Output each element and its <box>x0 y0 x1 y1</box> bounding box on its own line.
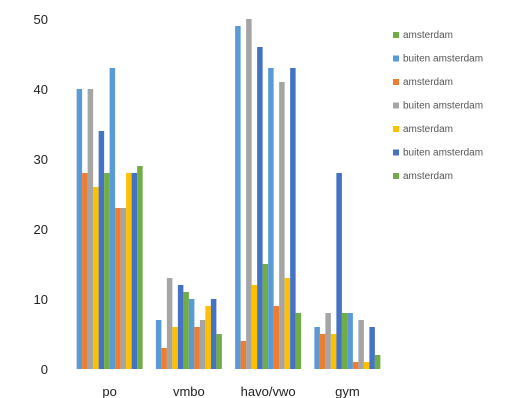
bars <box>76 19 381 369</box>
bar-vmbo-series-12 <box>216 334 222 369</box>
bar-po-series-11 <box>131 173 138 369</box>
legend-swatch <box>393 126 399 132</box>
y-tick-label: 10 <box>34 292 48 307</box>
x-axis: po vmbo havo/vwo gym <box>102 384 359 398</box>
bar-gym-series-3 <box>325 313 331 369</box>
bar-gym-series-11 <box>369 327 375 369</box>
bar-havo-vwo-series-4 <box>251 285 258 369</box>
legend-swatch <box>393 102 399 109</box>
bar-vmbo-series-9 <box>199 320 206 369</box>
bar-po-series-9 <box>120 208 127 369</box>
bar-vmbo-series-11 <box>210 299 217 369</box>
bar-gym-series-2 <box>319 334 326 369</box>
bar-havo-vwo-series-9 <box>279 82 285 369</box>
legend: amsterdam buiten amsterdam amsterdam buiten… <box>393 30 483 182</box>
bar-po-series-12 <box>137 166 143 369</box>
y-tick-label: 30 <box>34 152 48 167</box>
bar-po-series-7 <box>109 68 116 369</box>
bar-po-series-10 <box>126 173 132 369</box>
x-category-label: po <box>102 384 116 398</box>
bar-havo-vwo-series-3 <box>246 19 252 369</box>
legend-label: buiten amsterdam <box>403 54 483 65</box>
bar-po-series-8 <box>115 208 121 369</box>
bar-havo-vwo-series-6 <box>262 264 269 369</box>
bar-havo-vwo-series-1 <box>235 26 241 369</box>
bar-havo-vwo-series-2 <box>240 341 247 369</box>
bar-gym-series-8 <box>352 362 359 369</box>
bar-vmbo-series-2 <box>161 348 167 369</box>
bar-havo-vwo-series-7 <box>268 68 274 369</box>
bar-havo-vwo-series-10 <box>284 278 291 369</box>
bar-vmbo-series-6 <box>183 292 189 369</box>
bar-po-series-5 <box>98 131 105 369</box>
bar-vmbo-series-5 <box>177 285 184 369</box>
bar-vmbo-series-7 <box>188 299 195 369</box>
bar-gym-series-4 <box>330 334 337 369</box>
bar-po-series-2 <box>82 173 88 369</box>
bar-havo-vwo-series-12 <box>295 313 302 369</box>
legend-swatch <box>393 32 399 38</box>
bar-gym-series-6 <box>341 313 348 369</box>
bar-vmbo-series-8 <box>194 327 200 369</box>
bar-gym-series-10 <box>363 362 370 369</box>
bar-po-series-6 <box>104 173 110 369</box>
bar-havo-vwo-series-11 <box>290 68 296 369</box>
legend-label: amsterdam <box>403 77 453 88</box>
legend-label: amsterdam <box>403 30 453 41</box>
legend-swatch <box>393 55 399 62</box>
bar-gym-series-9 <box>358 320 364 369</box>
x-category-label: gym <box>335 384 360 398</box>
bar-vmbo-series-10 <box>205 306 211 369</box>
y-tick-label: 50 <box>34 12 48 27</box>
bar-havo-vwo-series-5 <box>257 47 263 369</box>
legend-label: buiten amsterdam <box>403 101 483 112</box>
legend-swatch <box>393 149 399 156</box>
legend-label: buiten amsterdam <box>403 148 483 159</box>
legend-swatch <box>393 173 399 179</box>
bar-gym-series-5 <box>336 173 342 369</box>
y-tick-label: 0 <box>41 362 48 377</box>
bar-gym-series-1 <box>314 327 320 369</box>
legend-label: amsterdam <box>403 124 453 135</box>
y-tick-label: 20 <box>34 222 48 237</box>
bar-gym-series-12 <box>374 355 381 369</box>
y-axis: 0 10 20 30 40 50 <box>34 12 48 377</box>
bar-gym-series-7 <box>347 313 353 369</box>
bar-vmbo-series-4 <box>172 327 178 369</box>
bar-havo-vwo-series-8 <box>273 306 280 369</box>
y-tick-label: 40 <box>34 82 48 97</box>
x-category-label: vmbo <box>173 384 205 398</box>
legend-label: amsterdam <box>403 171 453 182</box>
bar-vmbo-series-3 <box>166 278 173 369</box>
legend-swatch <box>393 79 399 85</box>
x-category-label: havo/vwo <box>241 384 296 398</box>
bar-po-series-1 <box>76 89 83 369</box>
bar-po-series-4 <box>93 187 99 369</box>
bar-vmbo-series-1 <box>155 320 162 369</box>
bar-po-series-3 <box>87 89 94 369</box>
